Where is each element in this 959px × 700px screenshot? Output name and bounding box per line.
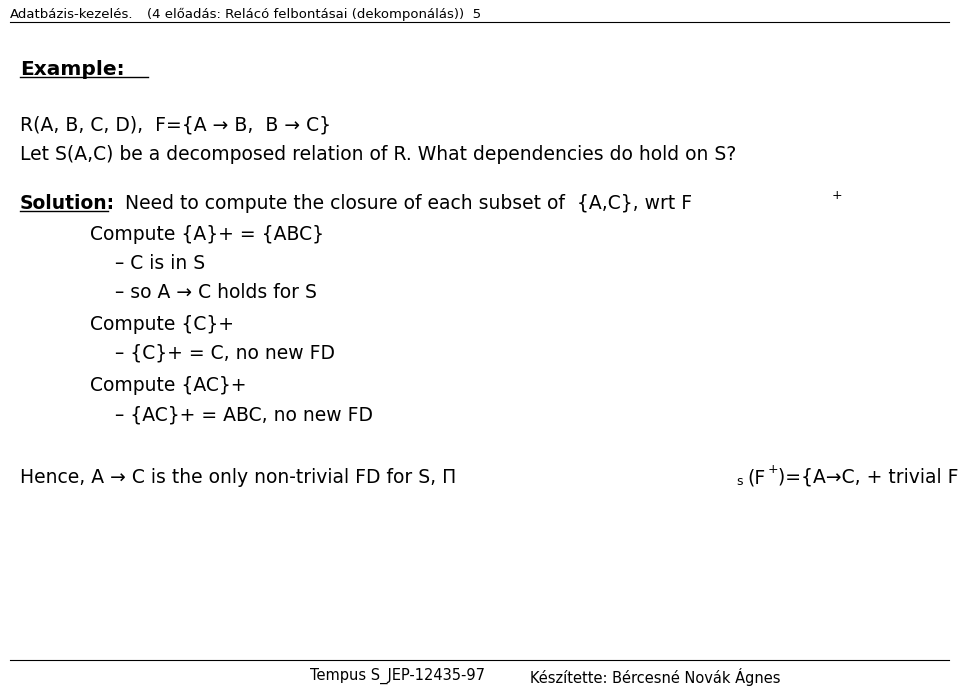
Text: Hence, A → C is the only non-trivial FD for S, Π: Hence, A → C is the only non-trivial FD … [20,468,456,487]
Text: Tempus S_JEP-12435-97: Tempus S_JEP-12435-97 [310,668,485,684]
Text: s: s [736,475,742,488]
Text: – so A → C holds for S: – so A → C holds for S [115,283,316,302]
Text: +: + [768,463,779,476]
Text: )={A→C, + trivial FDs}: )={A→C, + trivial FDs} [778,468,959,487]
Text: Compute {A}+ = {ABC}: Compute {A}+ = {ABC} [90,225,324,244]
Text: Example:: Example: [20,60,125,79]
Text: – C is in S: – C is in S [115,254,205,273]
Text: Solution:: Solution: [20,194,115,213]
Text: – {C}+ = C, no new FD: – {C}+ = C, no new FD [115,344,335,363]
Text: Compute {AC}+: Compute {AC}+ [90,376,246,395]
Text: Let S(A,C) be a decomposed relation of R. What dependencies do hold on S?: Let S(A,C) be a decomposed relation of R… [20,145,737,164]
Text: (F: (F [747,468,765,487]
Text: +: + [832,189,843,202]
Text: Need to compute the closure of each subset of  {A,C}, wrt F: Need to compute the closure of each subs… [113,194,692,213]
Text: R(A, B, C, D),  F={A → B,  B → C}: R(A, B, C, D), F={A → B, B → C} [20,115,331,134]
Text: – {AC}+ = ABC, no new FD: – {AC}+ = ABC, no new FD [115,405,373,424]
Text: Adatbázis-kezelés.: Adatbázis-kezelés. [10,8,133,21]
Text: Compute {C}+: Compute {C}+ [90,315,234,334]
Text: Készítette: Bércesné Novák Ágnes: Készítette: Bércesné Novák Ágnes [530,668,781,686]
Text: (4 előadás: Relácó felbontásai (dekomponálás))  5: (4 előadás: Relácó felbontásai (dekompon… [130,8,481,21]
